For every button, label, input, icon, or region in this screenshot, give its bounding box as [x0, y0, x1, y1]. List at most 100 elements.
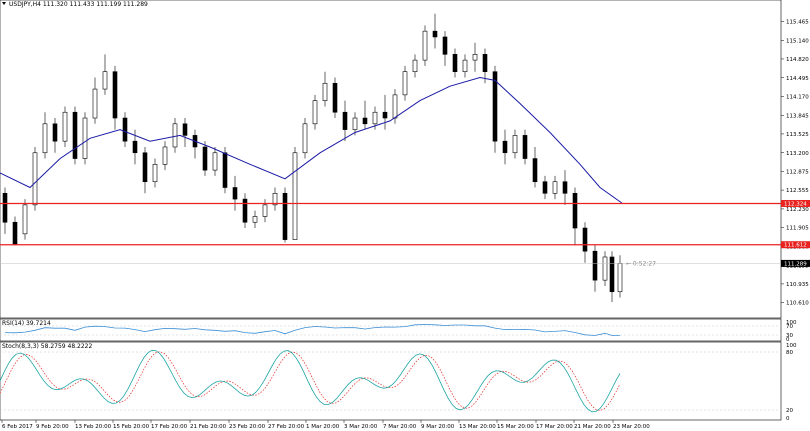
candle-body [332, 82, 338, 113]
candle-body [402, 71, 408, 96]
candle-body [342, 111, 348, 130]
candle-body [412, 59, 418, 72]
candle-body [312, 100, 318, 125]
candle-body [522, 135, 528, 159]
candle-body [492, 71, 498, 142]
price-tick-label: 115.140 [786, 38, 809, 44]
rsi-line [4, 324, 621, 336]
candle-body [562, 181, 568, 194]
candle-body [272, 192, 278, 206]
candle-body [602, 256, 608, 281]
candle-body [2, 192, 8, 223]
price-tick-label: 112.875 [786, 170, 809, 176]
stoch-signal-line [0, 351, 621, 411]
candle-body [132, 140, 138, 154]
time-tick-label: 23 Feb 20:00 [229, 424, 266, 430]
candle-body [12, 221, 18, 245]
candle-body [572, 192, 578, 229]
candle-body [122, 117, 128, 142]
candle-body [452, 54, 458, 72]
price-tick-label: 111.905 [786, 226, 809, 232]
candle-body [62, 111, 68, 142]
price-tick-label: 112.230 [786, 207, 809, 213]
time-tick-label: 23 Mar 20:00 [613, 424, 650, 430]
candle-body [292, 152, 298, 240]
rsi-panel-frame [0, 318, 782, 342]
candle-body [22, 204, 28, 235]
stoch-level-80: 80 [786, 350, 793, 356]
price-axis: 115.465 115.140 114.820 114.495 114.170 113.8… [781, 20, 809, 307]
price-tick-label: 113.845 [786, 113, 809, 119]
candle-body [142, 152, 148, 183]
candle-body [262, 204, 268, 217]
time-tick-label: 1 Mar 20:00 [306, 424, 340, 430]
candle-body [212, 152, 218, 171]
time-tick-label: 17 Mar 20:00 [536, 424, 573, 430]
time-tick-label: 15 Feb 20:00 [113, 424, 150, 430]
price-tick-label: 110.935 [786, 282, 809, 288]
candle-body [352, 117, 358, 130]
candle-body [232, 187, 238, 200]
time-tick-label: 27 Feb 20:00 [268, 424, 305, 430]
time-tick-label: 21 Feb 20:00 [190, 424, 227, 430]
candle-body [502, 140, 508, 154]
time-tick-label: 9 Mar 20:00 [421, 424, 455, 430]
candle-body [82, 117, 88, 159]
rsi-level-70: 70 [786, 324, 793, 330]
candle-body [617, 263, 623, 293]
current-price-tag [781, 259, 810, 267]
bar-countdown: ← 0:52:27 [626, 260, 656, 267]
candle-body [242, 198, 248, 223]
price-tick-label: 110.610 [786, 301, 809, 307]
candle-body [582, 227, 588, 252]
candle-body [42, 123, 48, 154]
main-panel-frame [0, 0, 782, 319]
candle-body [72, 111, 78, 159]
price-tick-label: 113.525 [786, 132, 809, 138]
candle-body [372, 111, 378, 125]
candle-body [92, 88, 98, 119]
candle-body [362, 117, 368, 125]
candle-body [592, 250, 598, 281]
time-tick-label: 6 Feb 2017 [2, 424, 33, 430]
stoch-title: Stoch(8,3,3) 58.2759 48.2222 [2, 343, 93, 350]
time-axis: 6 Feb 2017 9 Feb 20:00 13 Feb 20:00 15 Feb … [1, 420, 650, 430]
resistance-tag [781, 199, 810, 207]
dropdown-arrow-icon[interactable] [2, 2, 6, 5]
candle-body [442, 36, 448, 55]
time-tick-label: 17 Feb 20:00 [151, 424, 188, 430]
support-tag [781, 241, 810, 249]
price-tick-label: 114.495 [786, 76, 809, 82]
time-tick-label: 13 Mar 20:00 [459, 424, 496, 430]
candle-body [52, 123, 58, 142]
rsi-level-100: 100 [786, 320, 797, 326]
candle-body [392, 94, 398, 119]
rsi-title: RSI(14) 39.7214 [2, 320, 51, 327]
candle-body [532, 158, 538, 183]
candles [2, 13, 623, 303]
candle-body [382, 111, 388, 119]
candle-body [472, 54, 478, 61]
candle-body [462, 59, 468, 72]
candle-body [252, 216, 258, 223]
candle-body [432, 30, 438, 38]
stoch-level-0: 0 [786, 416, 790, 422]
stoch-main-line [0, 349, 621, 413]
candle-body [322, 82, 328, 101]
stoch-panel-frame [0, 341, 782, 421]
time-tick-label: 3 Mar 20:00 [344, 424, 378, 430]
stoch-level-20: 20 [786, 408, 793, 414]
chart-header: USDJPY,H4 111.320 111.433 111.199 111.28… [9, 1, 148, 8]
candle-body [32, 152, 38, 206]
candle-body [552, 181, 558, 194]
price-tick-label: 113.200 [786, 151, 809, 157]
candle-body [222, 152, 228, 188]
time-tick-label: 7 Mar 20:00 [383, 424, 417, 430]
time-tick-label: 9 Feb 20:00 [36, 424, 69, 430]
candle-body [162, 146, 168, 165]
resistance-tag-label: 112.324 [784, 201, 807, 207]
candle-body [152, 164, 158, 183]
candle-body [542, 181, 548, 194]
